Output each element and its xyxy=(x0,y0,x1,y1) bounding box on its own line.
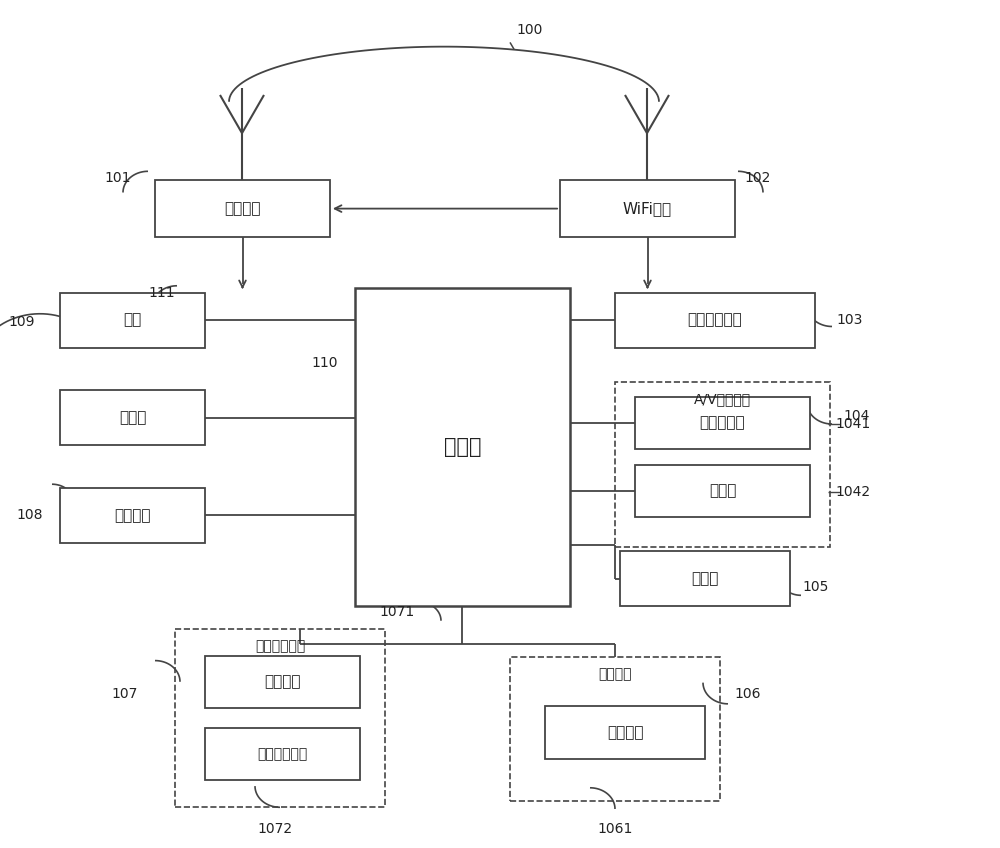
Text: 电源: 电源 xyxy=(123,313,142,327)
Text: A/V输入单元: A/V输入单元 xyxy=(694,392,751,406)
Text: 102: 102 xyxy=(745,171,771,185)
Text: 104: 104 xyxy=(844,409,870,422)
Bar xyxy=(155,180,330,237)
Bar xyxy=(635,465,810,517)
Bar xyxy=(175,629,385,807)
Text: 107: 107 xyxy=(112,687,138,700)
Bar xyxy=(560,180,735,237)
Text: 1071: 1071 xyxy=(379,605,415,619)
Bar xyxy=(60,488,205,543)
Text: 显示单元: 显示单元 xyxy=(598,667,632,682)
Bar xyxy=(545,706,705,759)
Text: 存储器: 存储器 xyxy=(119,410,146,425)
Text: 触控面板: 触控面板 xyxy=(264,674,301,689)
Text: 传感器: 传感器 xyxy=(691,572,719,586)
Text: 接口单元: 接口单元 xyxy=(114,508,151,522)
Text: 106: 106 xyxy=(735,687,761,700)
Text: 麦克风: 麦克风 xyxy=(709,483,736,499)
Text: 图形处理器: 图形处理器 xyxy=(700,416,745,431)
Text: 103: 103 xyxy=(837,313,863,326)
Bar xyxy=(615,293,815,348)
Bar xyxy=(355,288,570,606)
Text: 111: 111 xyxy=(149,286,175,299)
Bar xyxy=(205,656,360,708)
Text: 105: 105 xyxy=(803,580,829,594)
Bar xyxy=(510,657,720,801)
Text: 用户输入单元: 用户输入单元 xyxy=(255,639,305,654)
Text: 108: 108 xyxy=(17,508,43,522)
Text: 109: 109 xyxy=(9,315,35,329)
Bar xyxy=(615,382,830,547)
Bar xyxy=(620,551,790,606)
Bar xyxy=(205,728,360,780)
Text: 射频单元: 射频单元 xyxy=(224,201,261,216)
Text: 1061: 1061 xyxy=(597,823,633,836)
Bar xyxy=(60,390,205,445)
Text: 处理器: 处理器 xyxy=(444,438,481,457)
Text: 显示面板: 显示面板 xyxy=(607,725,643,740)
Text: 110: 110 xyxy=(312,356,338,370)
Text: 1042: 1042 xyxy=(835,485,871,499)
Bar xyxy=(60,293,205,348)
Text: 1041: 1041 xyxy=(835,417,871,431)
Text: 101: 101 xyxy=(105,171,131,185)
Text: WiFi模块: WiFi模块 xyxy=(623,201,672,216)
Text: 其他输入设备: 其他输入设备 xyxy=(257,747,308,761)
Bar xyxy=(635,397,810,449)
Text: 1072: 1072 xyxy=(257,823,293,836)
Text: 音频输出单元: 音频输出单元 xyxy=(688,313,742,327)
Text: 100: 100 xyxy=(517,23,543,36)
